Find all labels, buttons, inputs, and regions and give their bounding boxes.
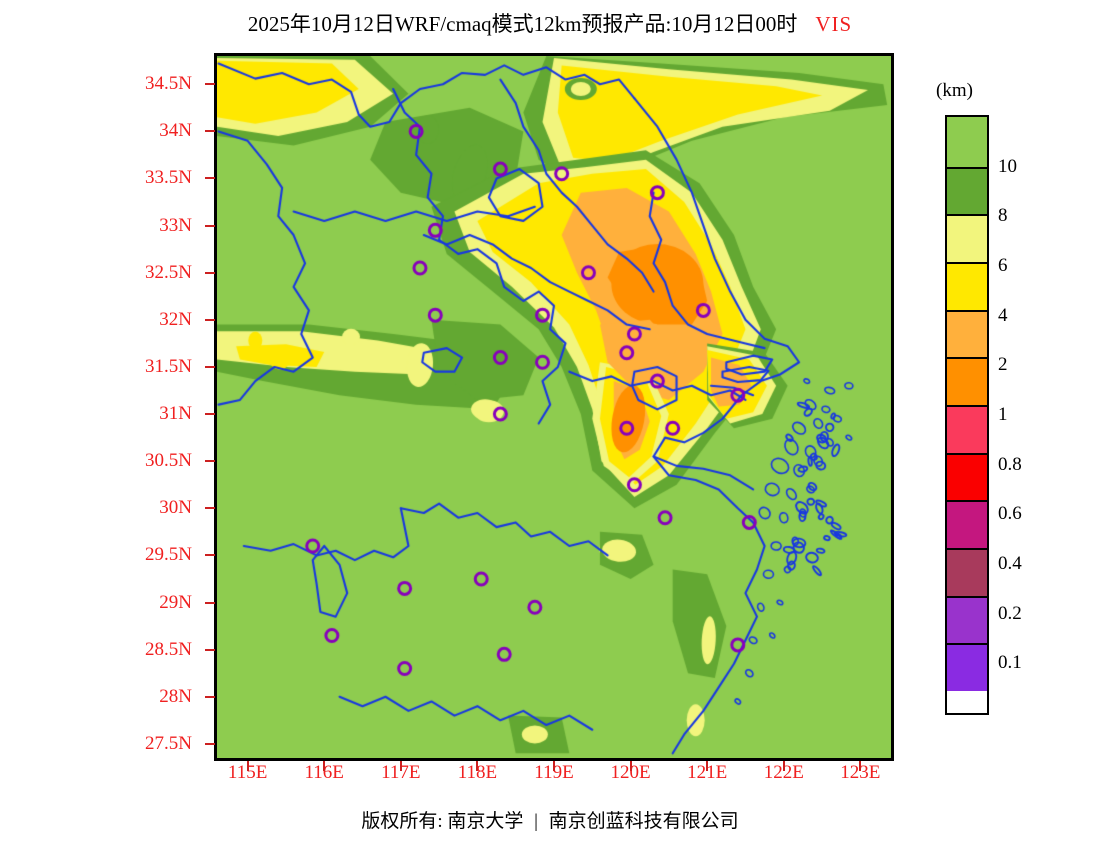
colorbar-band bbox=[947, 405, 987, 453]
colorbar-label-6: 6 bbox=[998, 255, 1008, 277]
colorbar-band bbox=[947, 596, 987, 644]
colorbar-band bbox=[947, 117, 987, 167]
y-tick-30.5N: 30.5N bbox=[145, 450, 192, 472]
y-tick-34.5N: 34.5N bbox=[145, 73, 192, 95]
colorbar-band bbox=[947, 214, 987, 262]
y-tickmark bbox=[205, 130, 215, 132]
y-tick-27.5N: 27.5N bbox=[145, 733, 192, 755]
y-tickmark bbox=[205, 319, 215, 321]
colorbar-band bbox=[947, 453, 987, 501]
y-tick-32.5N: 32.5N bbox=[145, 262, 192, 284]
y-tickmark bbox=[205, 743, 215, 745]
y-tickmark bbox=[205, 696, 215, 698]
y-tickmark bbox=[205, 554, 215, 556]
y-tickmark bbox=[205, 507, 215, 509]
y-axis-labels: 27.5N 28N 28.5N 29N 29.5N 30N 30.5N 31N 31.5N 32N… bbox=[0, 0, 214, 850]
colorbar-band bbox=[947, 310, 987, 358]
title-variable: VIS bbox=[815, 12, 852, 36]
colorbar-band bbox=[947, 500, 987, 548]
y-tickmark bbox=[205, 460, 215, 462]
colorbar-label-0.8: 0.8 bbox=[998, 454, 1022, 476]
x-tickmark bbox=[859, 761, 861, 771]
colorbar-band bbox=[947, 262, 987, 310]
y-tickmark bbox=[205, 366, 215, 368]
visibility-contour-canvas bbox=[217, 56, 891, 758]
colorbar-band bbox=[947, 643, 987, 691]
colorbar-label-1: 1 bbox=[998, 404, 1008, 426]
y-tick-29N: 29N bbox=[159, 592, 192, 614]
x-tickmark bbox=[706, 761, 708, 771]
x-tickmark bbox=[783, 761, 785, 771]
colorbar-label-0.4: 0.4 bbox=[998, 553, 1022, 575]
footer-copyright: 版权所有: 南京大学 bbox=[361, 811, 523, 832]
x-tickmark bbox=[630, 761, 632, 771]
colorbar-band bbox=[947, 548, 987, 596]
x-tickmark bbox=[476, 761, 478, 771]
x-tickmark bbox=[553, 761, 555, 771]
y-tickmark bbox=[205, 83, 215, 85]
colorbar-band bbox=[947, 167, 987, 215]
y-tick-33.5N: 33.5N bbox=[145, 167, 192, 189]
colorbar-label-2: 2 bbox=[998, 354, 1008, 376]
y-tick-33N: 33N bbox=[159, 215, 192, 237]
footer-credit: 版权所有: 南京大学 | 南京创蓝科技有限公司 bbox=[0, 806, 1100, 833]
y-tick-30N: 30N bbox=[159, 497, 192, 519]
y-tickmark bbox=[205, 272, 215, 274]
y-tickmark bbox=[205, 177, 215, 179]
colorbar-label-0.2: 0.2 bbox=[998, 603, 1022, 625]
footer-separator: | bbox=[528, 811, 544, 833]
x-tickmark bbox=[323, 761, 325, 771]
y-tick-34N: 34N bbox=[159, 120, 192, 142]
colorbar-label-10: 10 bbox=[998, 156, 1017, 178]
colorbar-label-8: 8 bbox=[998, 205, 1008, 227]
y-tick-28.5N: 28.5N bbox=[145, 639, 192, 661]
colorbar-bands bbox=[945, 115, 989, 715]
y-tickmark bbox=[205, 649, 215, 651]
y-tick-32N: 32N bbox=[159, 309, 192, 331]
map-plot-area[interactable] bbox=[214, 53, 894, 761]
y-tick-28N: 28N bbox=[159, 686, 192, 708]
y-tick-29.5N: 29.5N bbox=[145, 544, 192, 566]
colorbar-label-4: 4 bbox=[998, 305, 1008, 327]
colorbar-label-0.6: 0.6 bbox=[998, 503, 1022, 525]
y-tickmark bbox=[205, 225, 215, 227]
y-tick-31N: 31N bbox=[159, 403, 192, 425]
colorbar-tick-labels: 10 8 6 4 2 1 0.8 0.6 0.4 0.2 0.1 bbox=[998, 115, 1094, 715]
title-text: 2025年10月12日WRF/cmaq模式12km预报产品:10月12日00时 bbox=[248, 12, 798, 36]
x-tickmark bbox=[247, 761, 249, 771]
colorbar-label-0.1: 0.1 bbox=[998, 652, 1022, 674]
y-tick-31.5N: 31.5N bbox=[145, 356, 192, 378]
y-tickmark bbox=[205, 602, 215, 604]
colorbar-unit-label: (km) bbox=[936, 80, 973, 102]
x-tickmark bbox=[400, 761, 402, 771]
colorbar-band bbox=[947, 357, 987, 405]
footer-company: 南京创蓝科技有限公司 bbox=[549, 811, 739, 832]
y-tickmark bbox=[205, 413, 215, 415]
